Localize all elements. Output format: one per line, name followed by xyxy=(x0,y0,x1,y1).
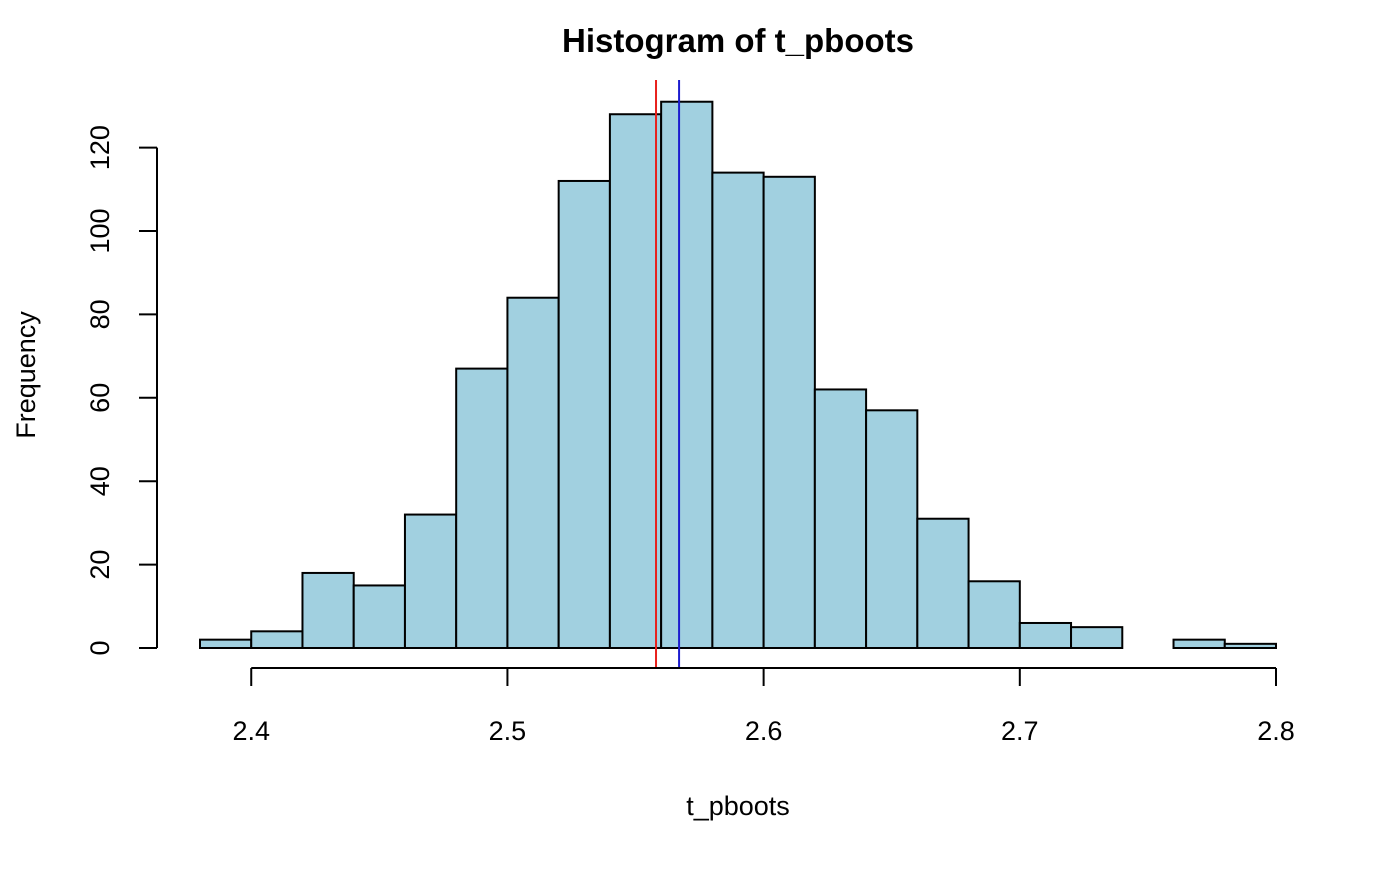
x-tick-label: 2.8 xyxy=(1257,716,1295,746)
y-axis: 0 20 40 60 80 100 120 xyxy=(85,125,158,656)
reference-lines xyxy=(655,80,681,668)
histogram-bar xyxy=(506,296,560,649)
y-tick-label: 20 xyxy=(85,550,115,580)
histogram-bar xyxy=(967,580,1021,650)
histogram-bar xyxy=(1070,626,1124,650)
histogram-bars xyxy=(199,100,1278,650)
histogram-bar xyxy=(865,409,919,649)
y-tick-label: 80 xyxy=(85,299,115,329)
x-axis: 2.4 2.5 2.6 2.7 2.8 xyxy=(232,667,1295,746)
histogram-bar xyxy=(250,630,304,650)
chart-title: Histogram of t_pboots xyxy=(562,22,914,59)
histogram-bar xyxy=(813,388,868,649)
y-tick-label: 100 xyxy=(85,208,115,253)
x-tick-label: 2.6 xyxy=(745,716,783,746)
histogram-bar xyxy=(557,179,611,650)
x-tick-label: 2.7 xyxy=(1001,716,1039,746)
histogram-bar xyxy=(199,638,253,649)
histogram-bar xyxy=(403,513,458,649)
histogram-bar xyxy=(711,171,765,649)
y-axis-title: Frequency xyxy=(11,311,41,439)
histogram-bar xyxy=(608,113,663,650)
histogram-bar xyxy=(660,100,714,650)
histogram-bar xyxy=(301,571,355,649)
histogram-bar xyxy=(455,367,509,649)
x-tick-label: 2.5 xyxy=(489,716,527,746)
x-tick-label: 2.4 xyxy=(232,716,270,746)
y-tick-label: 120 xyxy=(85,125,115,170)
histogram-bar xyxy=(1172,638,1226,649)
histogram-bar xyxy=(916,517,970,649)
x-axis-title: t_pboots xyxy=(686,791,790,821)
y-tick-label: 40 xyxy=(85,466,115,496)
histogram-bar xyxy=(1223,642,1278,650)
histogram-bar xyxy=(762,175,816,649)
y-tick-label: 0 xyxy=(85,640,115,655)
histogram-bar xyxy=(1018,621,1073,649)
histogram-bar xyxy=(352,584,406,650)
y-tick-label: 60 xyxy=(85,383,115,413)
